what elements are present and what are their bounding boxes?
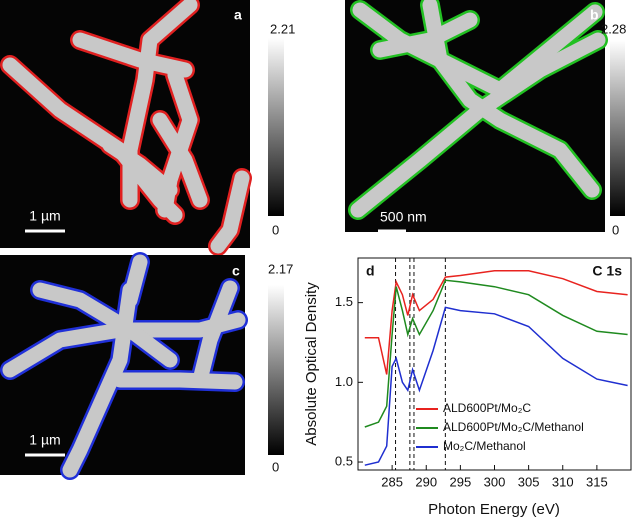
series-line xyxy=(364,270,628,375)
panel-label: c xyxy=(232,263,240,279)
x-axis-label: Photon Energy (eV) xyxy=(428,501,560,518)
colorbar xyxy=(268,285,284,455)
y-tick-label: 1.5 xyxy=(335,294,353,309)
x-tick-label: 305 xyxy=(518,474,540,489)
panel-label: d xyxy=(366,263,375,279)
legend-label: ALD600Pt/Mo₂C/Methanol xyxy=(443,420,584,434)
x-tick-label: 300 xyxy=(484,474,506,489)
panel-c: c 1 µm 2.17 0 xyxy=(0,252,293,480)
x-tick-label: 290 xyxy=(415,474,437,489)
colorbar-min: 0 xyxy=(272,459,279,474)
scale-bar-label: 1 µm xyxy=(29,208,60,224)
colorbar-max: 2.28 xyxy=(601,21,626,36)
colorbar-max: 2.17 xyxy=(268,261,293,276)
colorbar-max: 2.21 xyxy=(270,21,295,36)
y-tick-label: 1.0 xyxy=(335,374,353,389)
series-line xyxy=(364,306,628,466)
annotation: C 1s xyxy=(592,263,622,279)
panel-label: a xyxy=(234,7,242,23)
x-tick-label: 285 xyxy=(381,474,403,489)
panel-b: b 500 nm 2.28 0 xyxy=(345,0,626,237)
legend-label: Mo₂C/Methanol xyxy=(443,439,526,453)
x-tick-label: 315 xyxy=(586,474,608,489)
y-axis-label: Absolute Optical Density xyxy=(303,282,320,446)
x-tick-label: 295 xyxy=(450,474,472,489)
chart: d C 1s Photon Energy (eV) Absolute Optic… xyxy=(303,257,632,518)
colorbar-min: 0 xyxy=(612,222,619,237)
panel-a: a 1 µm 2.21 0 xyxy=(0,0,295,256)
series-line xyxy=(364,279,628,428)
panel-label: b xyxy=(590,7,599,23)
scale-bar-label: 500 nm xyxy=(380,209,427,225)
colorbar-min: 0 xyxy=(272,222,279,237)
colorbar xyxy=(610,40,625,216)
y-tick-label: 0.5 xyxy=(335,453,353,468)
scale-bar-label: 1 µm xyxy=(29,432,60,448)
colorbar xyxy=(268,38,284,216)
legend-label: ALD600Pt/Mo₂C xyxy=(443,401,531,415)
x-tick-label: 310 xyxy=(552,474,574,489)
